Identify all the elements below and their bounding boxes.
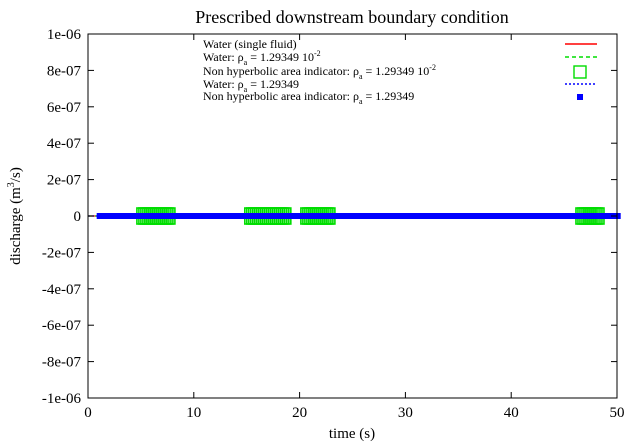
legend-symbol xyxy=(577,94,583,100)
legend-label-sup: -2 xyxy=(314,49,321,58)
legend-label-sub: a xyxy=(244,58,248,67)
plot-marks xyxy=(88,207,621,225)
legend-label: Non hyperbolic area indicator: ρa = 1.29… xyxy=(203,63,436,81)
y-tick-label: -1e-06 xyxy=(42,391,82,407)
y-tick-label: -6e-07 xyxy=(42,318,82,334)
x-axis-label: time (s) xyxy=(329,426,375,442)
legend-label-part: = 1.29349 10 xyxy=(363,64,430,78)
x-tick-label: 20 xyxy=(292,405,307,421)
y-tick-label: 0 xyxy=(74,209,82,225)
y-tick-label: -4e-07 xyxy=(42,282,82,298)
legend-label: Water (single fluid) xyxy=(203,37,297,51)
legend-symbol xyxy=(573,65,587,79)
legend-label-part: Water: ρ xyxy=(203,77,244,91)
y-axis-label-end: /s) xyxy=(8,167,24,182)
y-axis-label-main: discharge (m xyxy=(8,187,24,265)
legend-label-part: Non hyperbolic area indicator: ρ xyxy=(203,89,359,103)
legend-label-part: Non hyperbolic area indicator: ρ xyxy=(203,64,359,78)
y-tick-label: -2e-07 xyxy=(42,245,82,261)
y-tick-label: 6e-07 xyxy=(47,100,82,116)
legend: Water (single fluid)Water: ρa = 1.29349 … xyxy=(203,37,597,106)
legend-label-part: Water: ρ xyxy=(203,50,244,64)
x-tick-label: 50 xyxy=(610,405,625,421)
y-tick-label: 1e-06 xyxy=(47,27,82,43)
legend-label-part: = 1.29349 xyxy=(363,89,415,103)
legend-label-sub: a xyxy=(359,72,363,81)
chart-title: Prescribed downstream boundary condition xyxy=(195,7,508,27)
legend-label-sub: a xyxy=(359,97,363,106)
x-tick-label: 30 xyxy=(398,405,413,421)
legend-label-sup: -2 xyxy=(429,63,436,72)
y-axis-label-sup: 3 xyxy=(6,182,17,187)
legend-label-part: = 1.29349 xyxy=(247,77,299,91)
legend-label-part: = 1.29349 10 xyxy=(247,50,314,64)
legend-label: Non hyperbolic area indicator: ρa = 1.29… xyxy=(203,89,414,106)
y-tick-label: -8e-07 xyxy=(42,355,82,371)
y-tick-label: 2e-07 xyxy=(47,173,82,189)
y-tick-label: 4e-07 xyxy=(47,136,82,152)
y-tick-label: 8e-07 xyxy=(47,63,82,79)
x-tick-label: 0 xyxy=(84,405,92,421)
legend-label: Water: ρa = 1.29349 xyxy=(203,77,299,94)
legend-label-sub: a xyxy=(244,85,248,94)
legend-label: Water: ρa = 1.29349 10-2 xyxy=(203,49,321,67)
x-tick-label: 10 xyxy=(186,405,201,421)
axes: 0 10 20 30 40 50 1e-06 8e-07 6e-07 4e-07 2e-07 0 -2e… xyxy=(42,27,625,421)
y-axis-label: discharge (m3/s) xyxy=(6,167,24,265)
x-tick-label: 40 xyxy=(504,405,519,421)
